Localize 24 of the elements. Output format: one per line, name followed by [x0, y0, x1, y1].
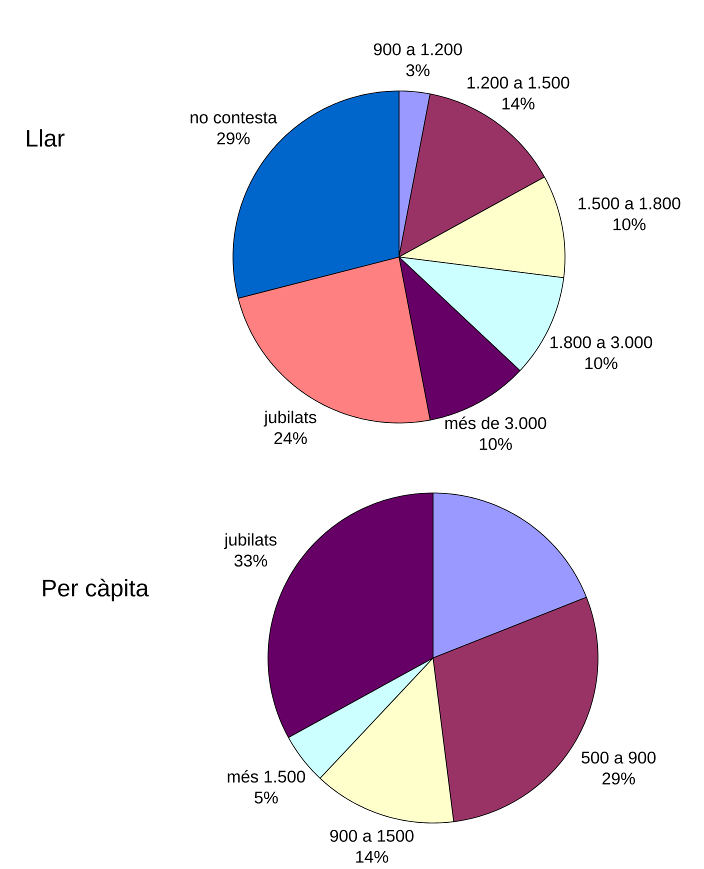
slice-label: més 1.500	[228, 770, 306, 783]
slice-label: 900 a 1.200	[374, 43, 462, 56]
slice-label: no contesta	[190, 112, 278, 124]
data-label: 29%	[217, 132, 250, 144]
slice-label: 1.800 a 3.000	[550, 336, 652, 348]
data-label: 10%	[614, 218, 646, 230]
slice-label: 500 a 900	[582, 752, 656, 764]
slice-label: jubilats	[224, 533, 277, 550]
data-label: 14%	[356, 850, 388, 863]
slice-label: 1.500 a 1.800	[578, 197, 680, 210]
text: Llar	[27, 129, 65, 147]
data-label: 3%	[406, 64, 430, 76]
slice-label: 900 a 1500	[330, 830, 414, 842]
data-label: 24%	[274, 432, 307, 444]
slice-label: més de 3.000	[445, 416, 546, 430]
text: Per càpita	[43, 578, 149, 602]
data-label: 5%	[254, 792, 278, 804]
data-label: 29%	[602, 772, 635, 785]
data-label: 33%	[234, 554, 268, 567]
slice-label: jubilats	[264, 410, 316, 427]
data-label: 10%	[585, 357, 618, 370]
data-label: 10%	[480, 438, 512, 450]
data-label: 14%	[502, 98, 534, 110]
slice-label: 1.200 a 1.500	[468, 76, 570, 89]
